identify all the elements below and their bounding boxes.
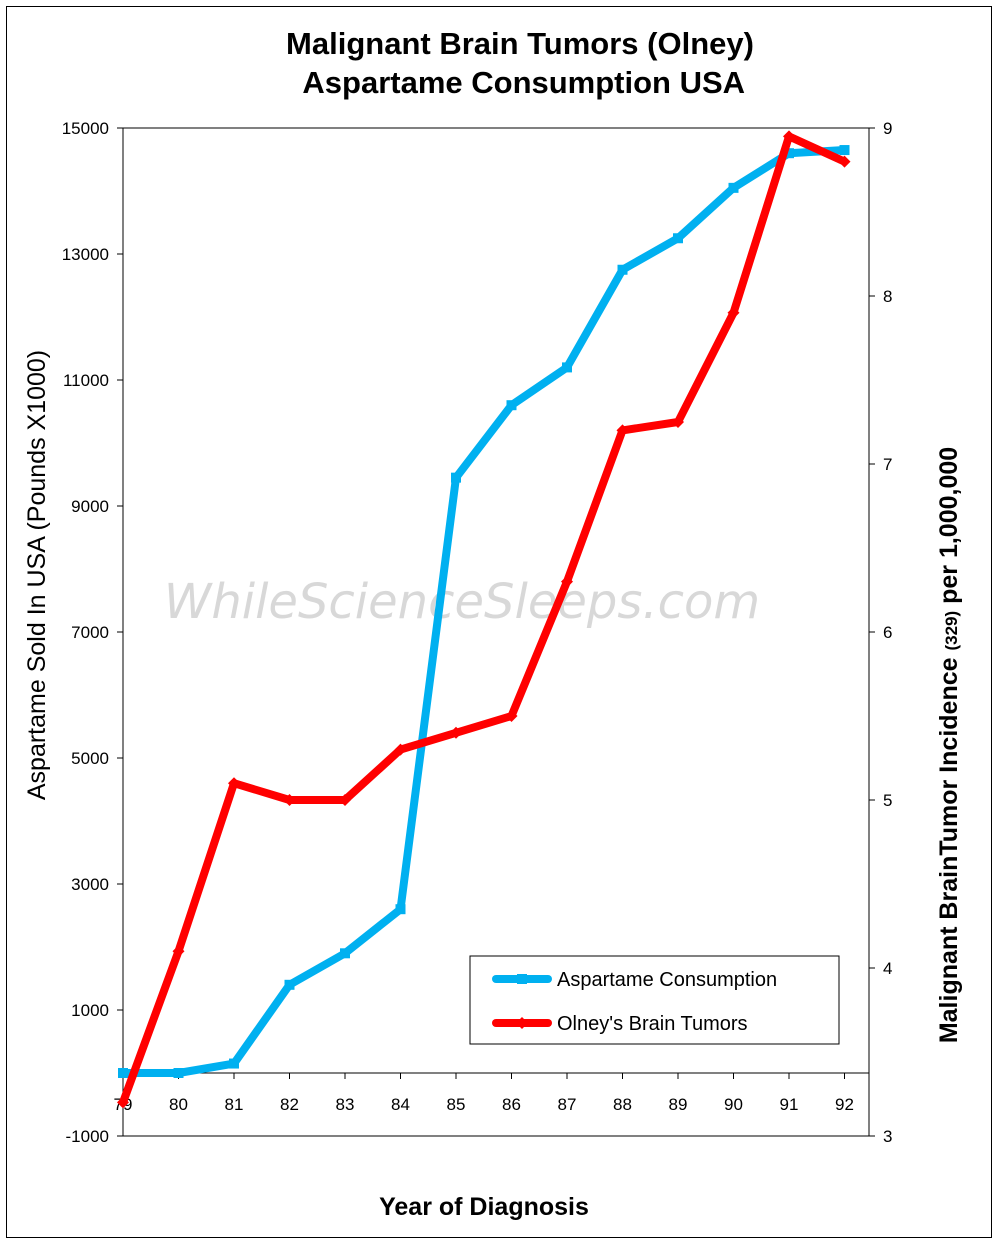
data-point-tumors bbox=[783, 130, 795, 143]
data-point-aspartame bbox=[395, 904, 406, 915]
chart-title-line-1: Malignant Brain Tumors (Olney) bbox=[286, 26, 754, 61]
data-point-aspartame bbox=[728, 182, 739, 193]
x-axis-ticks: 7980818283848586878889909192 bbox=[114, 1073, 854, 1114]
data-point-aspartame bbox=[229, 1058, 239, 1069]
series-layer bbox=[117, 130, 851, 1109]
right-tick-label: 4 bbox=[883, 959, 892, 978]
right-axis-ticks: 3 4 5 6 7 8 9 bbox=[869, 119, 892, 1146]
data-point-tumors bbox=[450, 726, 462, 739]
x-tick-label: 92 bbox=[835, 1095, 854, 1114]
data-point-tumors bbox=[672, 416, 684, 428]
data-point-tumors bbox=[394, 743, 407, 756]
x-tick-label: 88 bbox=[613, 1095, 632, 1114]
series-line-tumors bbox=[119, 132, 849, 1107]
data-point-tumors bbox=[228, 777, 240, 790]
watermark: WhileScienceSleeps.com bbox=[164, 574, 760, 630]
x-tick-label: 80 bbox=[169, 1095, 188, 1114]
data-point-aspartame bbox=[118, 1068, 128, 1078]
chart-title-line-2: Aspartame Consumption USA bbox=[294, 65, 746, 100]
y2-axis-label-rest: per 1,000,000 bbox=[935, 447, 963, 611]
data-point-aspartame bbox=[284, 979, 295, 990]
x-tick-label: 81 bbox=[225, 1095, 244, 1114]
data-point-tumors bbox=[727, 306, 740, 319]
legend-label-aspartame: Aspartame Consumption bbox=[557, 969, 777, 991]
data-point-tumors bbox=[283, 794, 296, 806]
chart-title: Malignant Brain Tumors (Olney) Aspartame… bbox=[0, 24, 1000, 102]
left-tick-label: -1000 bbox=[66, 1127, 109, 1146]
right-tick-label: 8 bbox=[883, 287, 892, 306]
data-point-aspartame bbox=[617, 264, 628, 275]
y2-axis-label-main: Malignant BrainTumor Incidence bbox=[935, 651, 963, 1044]
series-line-aspartame bbox=[119, 146, 849, 1077]
right-tick-label: 3 bbox=[883, 1127, 892, 1146]
x-tick-label: 83 bbox=[336, 1095, 355, 1114]
x-tick-label: 86 bbox=[502, 1095, 521, 1114]
x-tick-label: 87 bbox=[558, 1095, 577, 1114]
y-axis-label: Aspartame Sold In USA (Pounds X1000) bbox=[23, 350, 51, 800]
right-tick-label: 9 bbox=[883, 119, 892, 138]
x-tick-label: 85 bbox=[447, 1095, 466, 1114]
data-point-aspartame bbox=[451, 472, 461, 483]
right-tick-label: 6 bbox=[883, 623, 892, 642]
x-axis-label: Year of Diagnosis bbox=[379, 1193, 589, 1221]
data-point-aspartame bbox=[506, 400, 517, 411]
data-point-aspartame bbox=[784, 148, 794, 159]
legend: Aspartame Consumption Olney's Brain Tumo… bbox=[469, 955, 840, 1045]
left-tick-label: 11000 bbox=[63, 371, 109, 390]
data-point-aspartame bbox=[673, 233, 683, 244]
legend-marker-aspartame bbox=[517, 974, 527, 984]
data-point-aspartame bbox=[562, 362, 572, 373]
left-axis-ticks: -1000 1000 3000 5000 7000 9000 11000 13000 15000 bbox=[62, 119, 123, 1146]
data-point-tumors bbox=[561, 575, 573, 588]
legend-box bbox=[469, 955, 840, 1045]
y2-axis-label: Malignant BrainTumor Incidence (329) per… bbox=[935, 447, 963, 1043]
x-tick-label: 84 bbox=[391, 1095, 410, 1114]
data-point-tumors bbox=[339, 794, 351, 806]
data-point-aspartame bbox=[839, 145, 850, 156]
left-tick-label: 7000 bbox=[71, 623, 109, 642]
data-point-tumors bbox=[117, 1096, 129, 1109]
x-tick-label: 91 bbox=[780, 1095, 799, 1114]
x-tick-label: 90 bbox=[724, 1095, 743, 1114]
data-point-aspartame bbox=[340, 948, 350, 959]
left-tick-label: 1000 bbox=[71, 1001, 109, 1020]
legend-marker-tumors bbox=[516, 1017, 528, 1029]
data-point-tumors bbox=[616, 424, 629, 437]
data-point-aspartame bbox=[173, 1068, 184, 1078]
right-tick-label: 5 bbox=[883, 791, 892, 810]
left-tick-label: 3000 bbox=[71, 875, 109, 894]
x-tick-label: 89 bbox=[669, 1095, 688, 1114]
left-tick-label: 13000 bbox=[62, 245, 109, 264]
legend-label-tumors: Olney's Brain Tumors bbox=[557, 1013, 748, 1035]
data-point-tumors bbox=[838, 155, 851, 168]
left-tick-label: 15000 bbox=[62, 119, 109, 138]
right-tick-label: 7 bbox=[883, 455, 892, 474]
data-point-tumors bbox=[505, 710, 518, 722]
y2-axis-label-small: (329) bbox=[942, 611, 961, 651]
x-tick-label: 82 bbox=[280, 1095, 299, 1114]
left-tick-label: 5000 bbox=[71, 749, 109, 768]
left-tick-label: 9000 bbox=[71, 497, 109, 516]
data-point-tumors bbox=[172, 945, 185, 958]
